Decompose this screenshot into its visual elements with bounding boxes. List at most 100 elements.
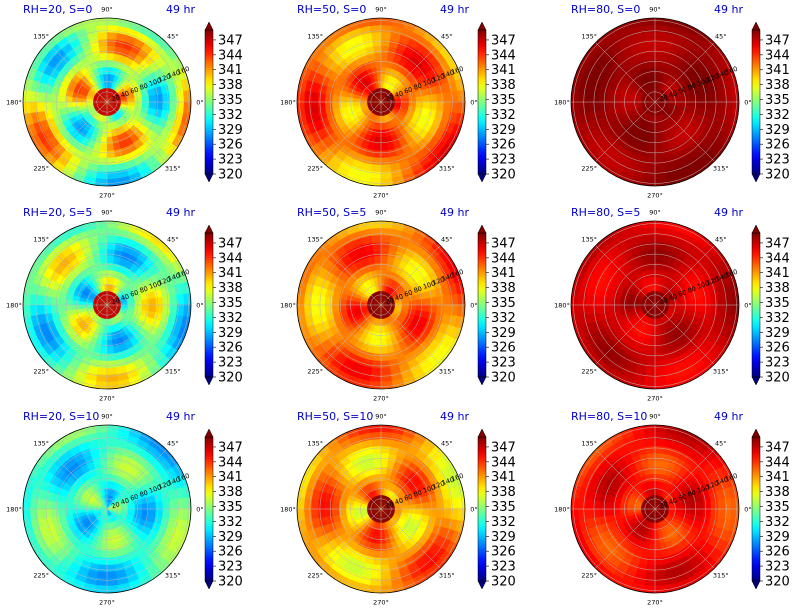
field-cell bbox=[119, 93, 128, 99]
field-cell bbox=[35, 249, 49, 265]
field-cell bbox=[120, 103, 128, 108]
field-cell bbox=[377, 102, 381, 109]
field-cell bbox=[715, 81, 725, 94]
radial-tick-label: 140 bbox=[167, 272, 181, 283]
field-cell bbox=[380, 88, 383, 96]
field-cell bbox=[620, 102, 628, 108]
field-cell bbox=[641, 510, 649, 515]
field-cell bbox=[130, 316, 139, 324]
field-cell bbox=[660, 528, 667, 536]
field-cell bbox=[361, 293, 370, 300]
polar-panel: 20 40 60 80 1001201401600°45°90°135°180°225°… bbox=[554, 3, 752, 200]
field-cell bbox=[23, 102, 31, 115]
field-cell bbox=[346, 451, 358, 463]
field-cell bbox=[441, 110, 451, 122]
field-cell bbox=[665, 175, 680, 186]
field-cell bbox=[382, 291, 387, 299]
field-cell bbox=[418, 36, 432, 50]
field-cell bbox=[381, 502, 385, 509]
field-cell bbox=[65, 144, 78, 156]
field-cell bbox=[584, 131, 597, 145]
field-cell bbox=[650, 332, 656, 340]
field-cell bbox=[121, 479, 130, 488]
field-cell bbox=[112, 511, 120, 517]
field-cell bbox=[369, 482, 376, 490]
field-cell bbox=[350, 346, 362, 357]
field-cell bbox=[77, 159, 90, 170]
field-cell bbox=[675, 504, 683, 509]
field-cell bbox=[159, 546, 173, 560]
field-cell bbox=[23, 90, 31, 103]
field-cell bbox=[95, 489, 102, 498]
colorbar-tick-label: 341 bbox=[218, 63, 243, 78]
field-cell bbox=[98, 481, 105, 489]
field-cell bbox=[132, 109, 141, 117]
field-cell bbox=[601, 60, 613, 73]
field-cell bbox=[591, 331, 603, 344]
field-cell bbox=[660, 512, 667, 519]
field-cell bbox=[592, 93, 600, 103]
field-cell bbox=[365, 76, 373, 85]
field-cell bbox=[696, 159, 711, 173]
field-cell bbox=[86, 296, 95, 302]
field-cell bbox=[351, 159, 364, 170]
field-cell bbox=[623, 368, 636, 380]
field-cell bbox=[415, 298, 423, 305]
field-cell bbox=[102, 129, 108, 137]
field-cell bbox=[33, 528, 44, 542]
field-cell bbox=[83, 470, 93, 480]
field-cell bbox=[655, 339, 662, 347]
field-cell bbox=[381, 571, 392, 579]
field-cell bbox=[361, 365, 373, 375]
field-cell bbox=[673, 535, 683, 545]
angle-tick-label: 0° bbox=[744, 99, 751, 107]
field-cell bbox=[363, 109, 371, 116]
field-cell bbox=[72, 247, 84, 259]
field-cell bbox=[375, 318, 380, 326]
field-cell bbox=[695, 494, 704, 504]
field-cell bbox=[358, 432, 372, 443]
field-cell bbox=[127, 300, 135, 305]
field-cell bbox=[353, 305, 361, 310]
field-cell bbox=[125, 128, 135, 138]
field-cell bbox=[106, 453, 115, 461]
field-cell bbox=[183, 89, 191, 102]
field-cell bbox=[339, 347, 352, 359]
field-cell bbox=[77, 237, 90, 248]
field-cell bbox=[371, 107, 378, 114]
field-cell bbox=[428, 55, 440, 68]
field-cell bbox=[389, 439, 401, 449]
field-cell bbox=[672, 86, 681, 94]
field-cell bbox=[450, 66, 462, 81]
field-cell bbox=[585, 305, 593, 316]
field-cell bbox=[422, 345, 435, 358]
field-cell bbox=[631, 520, 640, 528]
field-cell bbox=[100, 505, 107, 509]
field-cell bbox=[667, 296, 676, 302]
field-cell bbox=[152, 350, 166, 364]
field-cell bbox=[662, 127, 670, 136]
field-cell bbox=[661, 508, 669, 511]
angle-tick-label: 135° bbox=[581, 33, 597, 41]
colorbar-tick-label: 341 bbox=[218, 470, 243, 485]
field-cell bbox=[367, 509, 375, 512]
field-cell bbox=[389, 32, 401, 42]
field-cell bbox=[378, 298, 381, 305]
field-cell bbox=[428, 135, 441, 148]
field-cell bbox=[404, 489, 413, 498]
field-cell bbox=[401, 78, 411, 87]
field-cell bbox=[406, 445, 419, 456]
field-cell bbox=[403, 44, 416, 55]
field-cell bbox=[382, 318, 388, 326]
field-cell bbox=[423, 131, 435, 144]
field-cell bbox=[75, 286, 84, 294]
field-cell bbox=[26, 67, 37, 82]
field-cell bbox=[80, 137, 90, 147]
field-cell bbox=[351, 362, 364, 373]
field-cell bbox=[392, 273, 400, 282]
field-cell bbox=[414, 42, 427, 55]
field-cell bbox=[332, 495, 341, 504]
field-cell bbox=[91, 483, 99, 492]
colorbar-tick-label: 344 bbox=[218, 251, 243, 266]
field-cell bbox=[646, 521, 652, 530]
